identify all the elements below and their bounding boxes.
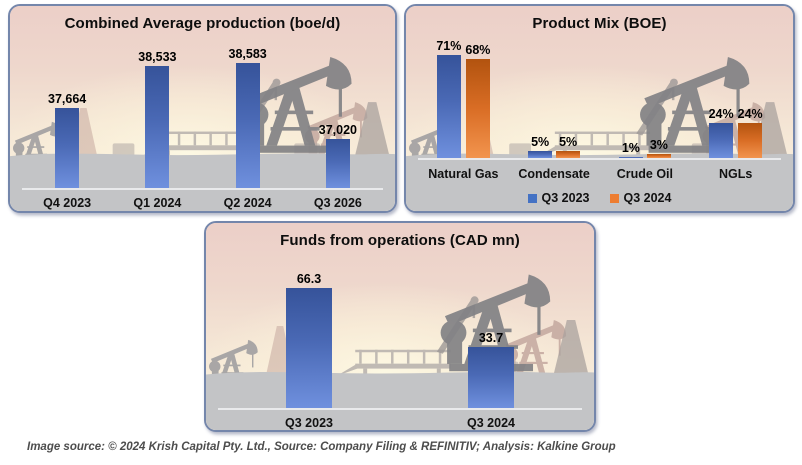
bar-product-mix-condensate-q3-2023 — [528, 150, 553, 158]
category-label-q4-2023: Q4 2023 — [43, 196, 92, 210]
product-mix-plot-area: 71% 68% 5% 5% 1% 3% 24% 24% — [418, 15, 781, 160]
bar-product-mix-ngls-q3-2023 — [709, 123, 734, 158]
bar-production-q2-2024 — [235, 63, 260, 188]
bar-value-label: 3% — [649, 137, 668, 152]
chart-title-product-mix: Product Mix (BOE) — [532, 15, 667, 32]
ffo-plot-area: 66.3 33.7 — [218, 265, 582, 410]
bar-product-mix-crude-oil-q3-2023 — [618, 156, 643, 158]
chart-column-natural-gas: 71% 68% — [418, 39, 509, 158]
bar-with-label: 5% — [556, 134, 581, 158]
category-label-q3-2026: Q3 2026 — [313, 196, 362, 210]
chart-column-ngls: 24% 24% — [690, 107, 781, 158]
bar-value-label: 24% — [737, 107, 763, 122]
bar-with-label: 38,533 — [138, 50, 176, 188]
bar-production-q4-2023 — [55, 107, 80, 188]
category-label-q2-2024: Q2 2024 — [223, 196, 272, 210]
bar-value-label: 37,664 — [48, 91, 87, 106]
chart-column-q3-2023: 66.3 — [218, 272, 400, 408]
bar-with-label: 66.3 — [286, 272, 332, 408]
chart-column-q4-2023: 37,664 — [22, 92, 112, 188]
legend-item-q3-2024: Q3 2024 — [609, 191, 672, 205]
bar-value-label: 38,533 — [138, 49, 177, 64]
legend-label: Q3 2024 — [623, 191, 672, 205]
category-label-q3-2023: Q3 2023 — [285, 416, 333, 430]
category-label-crude-oil: Crude Oil — [616, 167, 673, 181]
chart-column-q1-2024: 38,533 — [112, 50, 202, 188]
product-mix-category-axis: Natural Gas Condensate Crude Oil NGLs — [418, 167, 781, 181]
bar-production-q3-2026 — [325, 138, 350, 188]
bar-with-label: 71% — [436, 39, 461, 158]
bar-production-q1-2024 — [145, 65, 170, 188]
bar-group-ngls: 24% 24% — [709, 107, 763, 158]
product-mix-legend: Q3 2023 Q3 2024 — [406, 191, 793, 205]
bar-value-label: 1% — [621, 140, 640, 155]
bar-with-label: 37,020 — [319, 123, 357, 188]
legend-swatch-orange-icon — [609, 193, 619, 203]
bar-value-label: 37,020 — [318, 122, 357, 137]
chart-column-condensate: 5% 5% — [509, 135, 600, 158]
bar-ffo-q3-2024 — [468, 346, 514, 408]
bar-group-q2-2024: 38,583 — [229, 47, 267, 188]
source-attribution: Image source: © 2024 Krish Capital Pty. … — [27, 441, 616, 453]
chart-column-crude-oil: 1% 3% — [600, 138, 691, 158]
bar-value-label: 24% — [708, 107, 734, 122]
category-label-natural-gas: Natural Gas — [428, 167, 499, 181]
bar-group-crude-oil: 1% 3% — [618, 137, 671, 158]
bar-with-label: 38,583 — [229, 47, 267, 188]
bar-product-mix-natural-gas-q3-2024 — [465, 59, 490, 158]
category-label-q1-2024: Q1 2024 — [133, 196, 182, 210]
legend-label: Q3 2023 — [541, 191, 590, 205]
bar-group-natural-gas: 71% 68% — [436, 39, 490, 158]
bar-group-q1-2024: 38,533 — [138, 50, 176, 188]
bar-value-label: 38,583 — [228, 47, 267, 62]
bar-group-q3-2024: 33.7 — [468, 331, 514, 408]
bar-with-label: 1% — [618, 140, 643, 158]
bar-value-label: 71% — [436, 39, 462, 54]
chart-column-q3-2026: 37,020 — [293, 123, 383, 188]
bar-with-label: 24% — [709, 107, 734, 158]
bar-product-mix-condensate-q3-2024 — [556, 150, 581, 158]
category-label-ngls: NGLs — [718, 167, 753, 181]
chart-title-production: Combined Average production (boe/d) — [64, 15, 341, 32]
bar-with-label: 3% — [646, 137, 671, 158]
chart-column-q2-2024: 38,583 — [203, 47, 293, 188]
ffo-chart-panel: Funds from operations (CAD mn) 66.3 33.7 … — [204, 221, 596, 432]
ffo-category-axis: Q3 2023 Q3 2024 — [218, 416, 582, 430]
bar-value-label: 33.7 — [478, 330, 504, 345]
bar-ffo-q3-2023 — [286, 287, 332, 408]
bar-with-label: 33.7 — [468, 331, 514, 408]
category-label-condensate: Condensate — [518, 167, 590, 181]
bar-with-label: 24% — [738, 107, 763, 158]
production-plot-area: 37,664 38,533 38,583 37,020 — [22, 45, 383, 190]
bar-value-label: 5% — [531, 134, 550, 149]
bar-value-label: 68% — [465, 43, 491, 58]
bar-group-q4-2023: 37,664 — [48, 92, 86, 188]
bar-with-label: 68% — [465, 43, 490, 158]
category-label-q3-2024: Q3 2024 — [467, 416, 515, 430]
legend-item-q3-2023: Q3 2023 — [527, 191, 590, 205]
bar-value-label: 5% — [559, 134, 578, 149]
product-mix-chart-panel: Product Mix (BOE) 71% 68% 5% 5% 1% 3% 24% 24% N… — [404, 4, 795, 213]
bar-group-q3-2026: 37,020 — [319, 123, 357, 188]
bar-group-condensate: 5% 5% — [528, 134, 581, 158]
bar-value-label: 66.3 — [296, 271, 322, 286]
legend-swatch-blue-icon — [527, 193, 537, 203]
bar-with-label: 5% — [528, 134, 553, 158]
bar-group-q3-2023: 66.3 — [286, 272, 332, 408]
bar-product-mix-ngls-q3-2024 — [738, 123, 763, 158]
production-chart-panel: Combined Average production (boe/d) 37,6… — [8, 4, 397, 213]
chart-column-q3-2024: 33.7 — [400, 331, 582, 408]
bar-product-mix-natural-gas-q3-2023 — [436, 55, 461, 158]
bar-with-label: 37,664 — [48, 92, 86, 188]
production-category-axis: Q4 2023 Q1 2024 Q2 2024 Q3 2026 — [22, 196, 383, 210]
chart-title-ffo: Funds from operations (CAD mn) — [280, 232, 520, 249]
bar-product-mix-crude-oil-q3-2024 — [646, 153, 671, 158]
